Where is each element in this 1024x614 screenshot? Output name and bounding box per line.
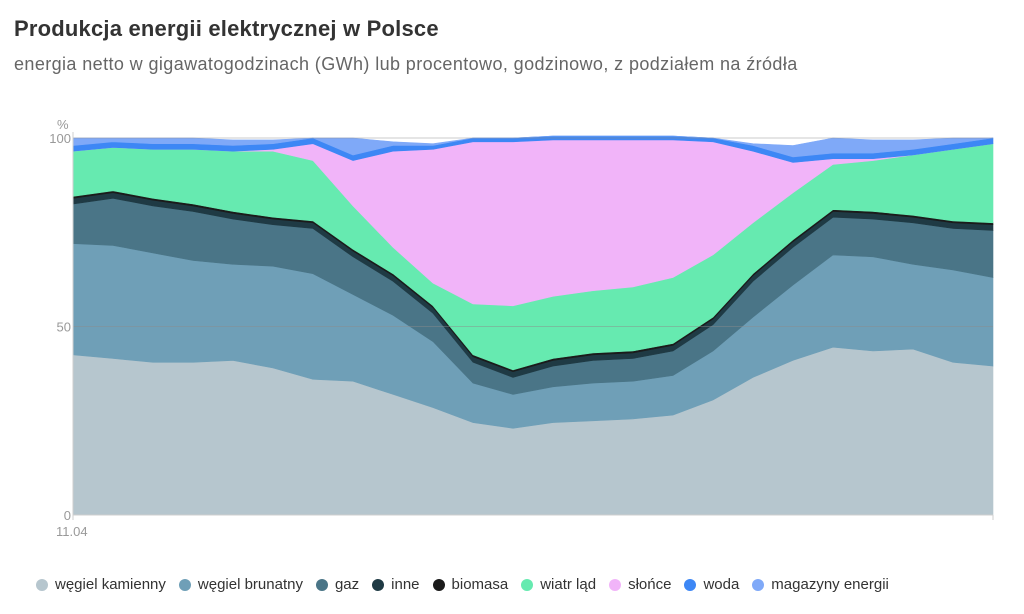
legend-label-6: słońce: [628, 576, 672, 593]
legend-marker-4: [432, 578, 445, 591]
x-tick-label-0: 11.04: [56, 524, 88, 539]
legend-item-4[interactable]: biomasa: [432, 576, 509, 593]
chart-subtitle: energia netto w gigawatogodzinach (GWh) …: [14, 54, 798, 74]
legend-marker-0: [36, 578, 48, 591]
chart-legend: węgiel kamienny węgiel brunatny gaz inne bio…: [36, 576, 902, 593]
legend-marker-5: [521, 578, 534, 591]
y-axis-unit-label: %: [57, 117, 69, 132]
legend-item-0[interactable]: węgiel kamienny: [36, 576, 166, 593]
legend-label-1: węgiel brunatny: [197, 576, 303, 593]
legend-item-3[interactable]: inne: [372, 576, 420, 593]
legend-item-8[interactable]: magazyny energii: [752, 576, 889, 593]
area-series-8: [72, 135, 994, 158]
legend-label-8: magazyny energii: [771, 576, 889, 593]
legend-marker-6: [609, 578, 622, 591]
chart-title: Produkcja energii elektrycznej w Polsce: [14, 16, 439, 41]
legend-item-1[interactable]: węgiel brunatny: [178, 576, 303, 593]
legend-item-7[interactable]: woda: [684, 576, 739, 593]
legend-marker-7: [684, 578, 697, 591]
legend-marker-3: [372, 578, 385, 591]
legend-marker-8: [752, 578, 765, 591]
y-tick-label-0: 0: [64, 508, 71, 523]
legend-item-5[interactable]: wiatr ląd: [521, 576, 596, 593]
legend-label-0: węgiel kamienny: [55, 576, 166, 593]
legend-label-5: wiatr ląd: [540, 576, 597, 593]
legend-label-3: inne: [391, 576, 420, 593]
y-tick-label-1: 50: [57, 320, 71, 335]
legend-label-4: biomasa: [451, 576, 509, 593]
legend-label-7: woda: [703, 576, 740, 593]
legend-item-6[interactable]: słońce: [609, 576, 671, 593]
y-tick-label-2: 100: [49, 131, 71, 146]
legend-marker-2: [315, 578, 328, 591]
legend-label-2: gaz: [334, 576, 360, 593]
legend-marker-1: [178, 578, 191, 591]
legend-item-2[interactable]: gaz: [315, 576, 360, 593]
